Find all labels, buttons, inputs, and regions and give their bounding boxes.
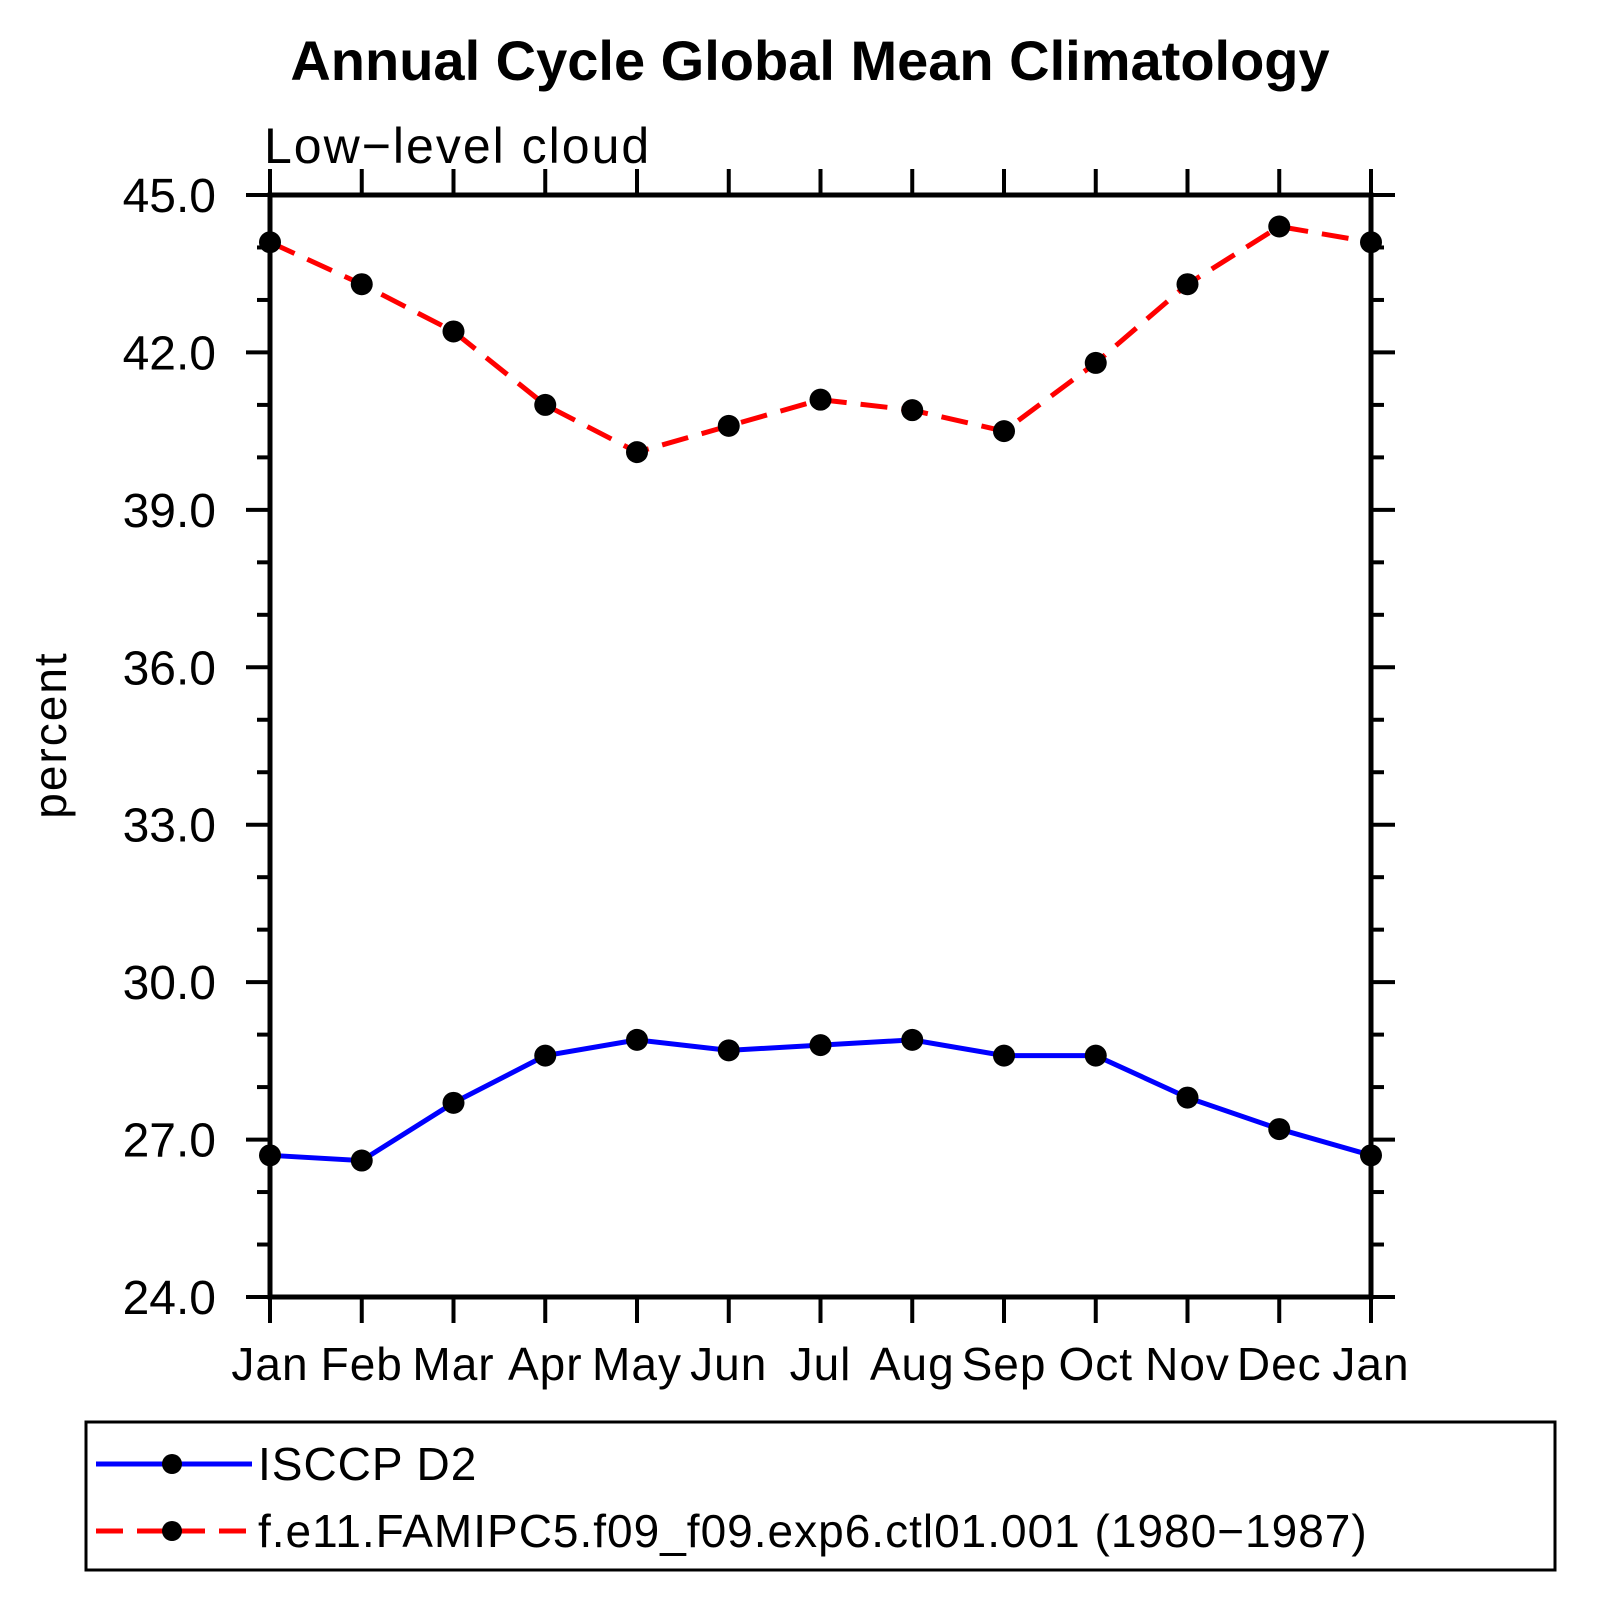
- y-tick-label: 45.0: [123, 170, 216, 223]
- y-tick-label: 27.0: [123, 1115, 216, 1168]
- data-point-marker: [993, 1044, 1015, 1067]
- y-tick-label: 30.0: [123, 957, 216, 1010]
- y-tick-label: 36.0: [123, 642, 216, 695]
- x-tick-label: Aug: [870, 1338, 955, 1390]
- y-tick-label: 42.0: [123, 327, 216, 380]
- legend: ISCCP D2 f.e11.FAMIPC5.f09_f09.exp6.ctl0…: [84, 1420, 1557, 1572]
- chart-subtitle: Low−level cloud: [264, 118, 651, 174]
- data-point-marker: [901, 1028, 924, 1051]
- plot-area: Jan Feb Mar Apr May Jun Jul Aug Sep Oct Nov Dec Jan2…: [123, 169, 1409, 1390]
- legend-entry: ISCCP D2: [96, 1438, 477, 1490]
- x-tick-label: Jul: [790, 1338, 852, 1390]
- x-tick-label: Sep: [962, 1338, 1047, 1390]
- legend-marker-icon: [162, 1521, 182, 1541]
- data-point-marker: [1176, 1086, 1199, 1109]
- data-point-marker: [442, 1091, 465, 1114]
- data-point-marker: [534, 1044, 557, 1067]
- x-tick-label: Mar: [412, 1338, 494, 1390]
- chart-title: Annual Cycle Global Mean Climatology: [290, 29, 1329, 92]
- x-tick-label: Nov: [1145, 1338, 1230, 1390]
- x-tick-label: Oct: [1058, 1338, 1133, 1390]
- x-tick-label: Jun: [690, 1338, 767, 1390]
- data-point-marker: [350, 1149, 373, 1172]
- series-line-1: [268, 223, 1372, 455]
- data-point-marker: [534, 393, 557, 416]
- x-tick-label: Jan: [1332, 1338, 1409, 1390]
- data-point-marker: [993, 420, 1015, 443]
- x-tick-label: Feb: [321, 1338, 403, 1390]
- x-tick-label: Apr: [508, 1338, 583, 1390]
- data-point-marker: [1084, 351, 1107, 374]
- plot-frame: [267, 192, 1374, 1300]
- data-point-marker: [350, 273, 373, 296]
- series-line-0: [269, 1037, 1372, 1164]
- data-point-marker: [1084, 1044, 1107, 1067]
- data-point-marker: [442, 320, 465, 343]
- legend-entry: f.e11.FAMIPC5.f09_f09.exp6.ctl01.001 (19…: [96, 1505, 1368, 1557]
- legend-label: ISCCP D2: [258, 1438, 477, 1490]
- y-tick-label: 39.0: [123, 485, 216, 538]
- data-point-marker: [717, 1039, 740, 1062]
- y-axis-label: percent: [24, 651, 76, 818]
- data-point-marker: [1360, 231, 1382, 254]
- legend-marker-icon: [162, 1454, 182, 1474]
- y-tick-label: 24.0: [123, 1272, 216, 1325]
- data-point-marker: [1360, 1144, 1382, 1167]
- legend-label: f.e11.FAMIPC5.f09_f09.exp6.ctl01.001 (19…: [258, 1505, 1368, 1557]
- data-point-marker: [901, 399, 924, 422]
- data-point-marker: [1268, 215, 1291, 238]
- data-point-marker: [809, 1034, 832, 1057]
- data-point-marker: [626, 441, 648, 464]
- x-tick-label: May: [592, 1338, 682, 1390]
- data-point-marker: [626, 1028, 648, 1051]
- legend-box: [84, 1420, 1557, 1572]
- data-point-marker: [1176, 273, 1199, 296]
- x-tick-label: Dec: [1237, 1338, 1322, 1390]
- data-point-marker: [259, 231, 281, 254]
- y-tick-label: 33.0: [123, 800, 216, 853]
- x-tick-label: Jan: [231, 1338, 308, 1390]
- data-point-marker: [259, 1144, 281, 1167]
- data-point-marker: [1268, 1118, 1291, 1141]
- data-point-marker: [809, 388, 832, 411]
- data-point-marker: [717, 414, 740, 437]
